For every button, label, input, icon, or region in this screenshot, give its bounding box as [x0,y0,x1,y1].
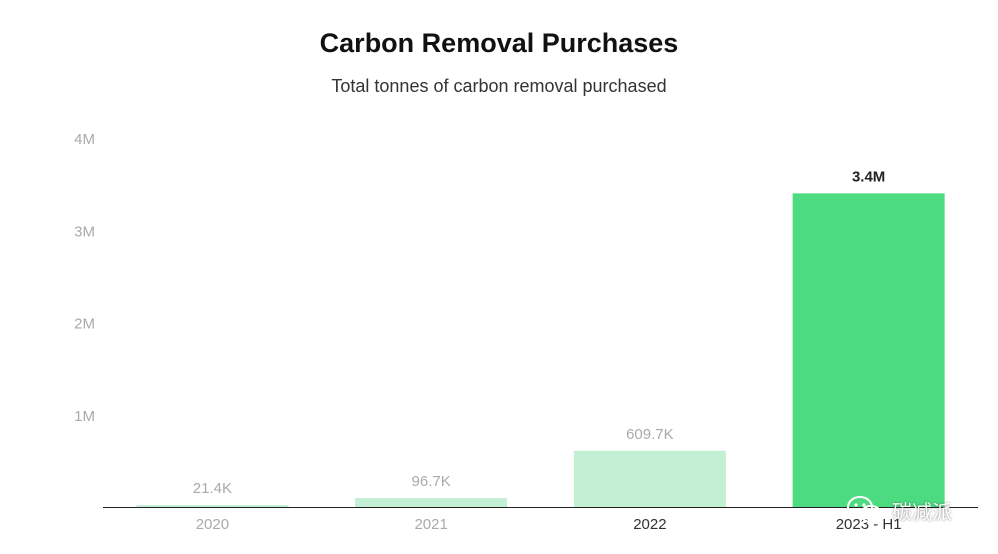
data-label: 3.4M [852,168,885,185]
x-tick-label: 2020 [196,516,229,533]
x-tick-label: 2022 [633,516,666,533]
data-label: 96.7K [412,473,451,490]
watermark-text: 碳减派 [892,499,952,524]
chart-title: Carbon Removal Purchases [319,28,679,58]
y-tick-label: 1M [74,408,95,425]
y-tick-label: 2M [74,316,95,333]
x-tick-label: 2023 - H1 [836,516,902,533]
bar [792,193,945,507]
watermark: 碳减派 [846,494,952,526]
bar [355,498,508,507]
chart-subtitle: Total tonnes of carbon removal purchased [331,76,667,96]
x-tick-label: 2021 [414,516,447,533]
y-tick-label: 4M [74,131,95,148]
bar [136,505,289,507]
y-tick-label: 3M [74,223,95,240]
wechat-icon [847,496,882,523]
data-label: 21.4K [193,480,232,497]
data-label: 609.7K [626,426,674,443]
bar [573,450,726,507]
